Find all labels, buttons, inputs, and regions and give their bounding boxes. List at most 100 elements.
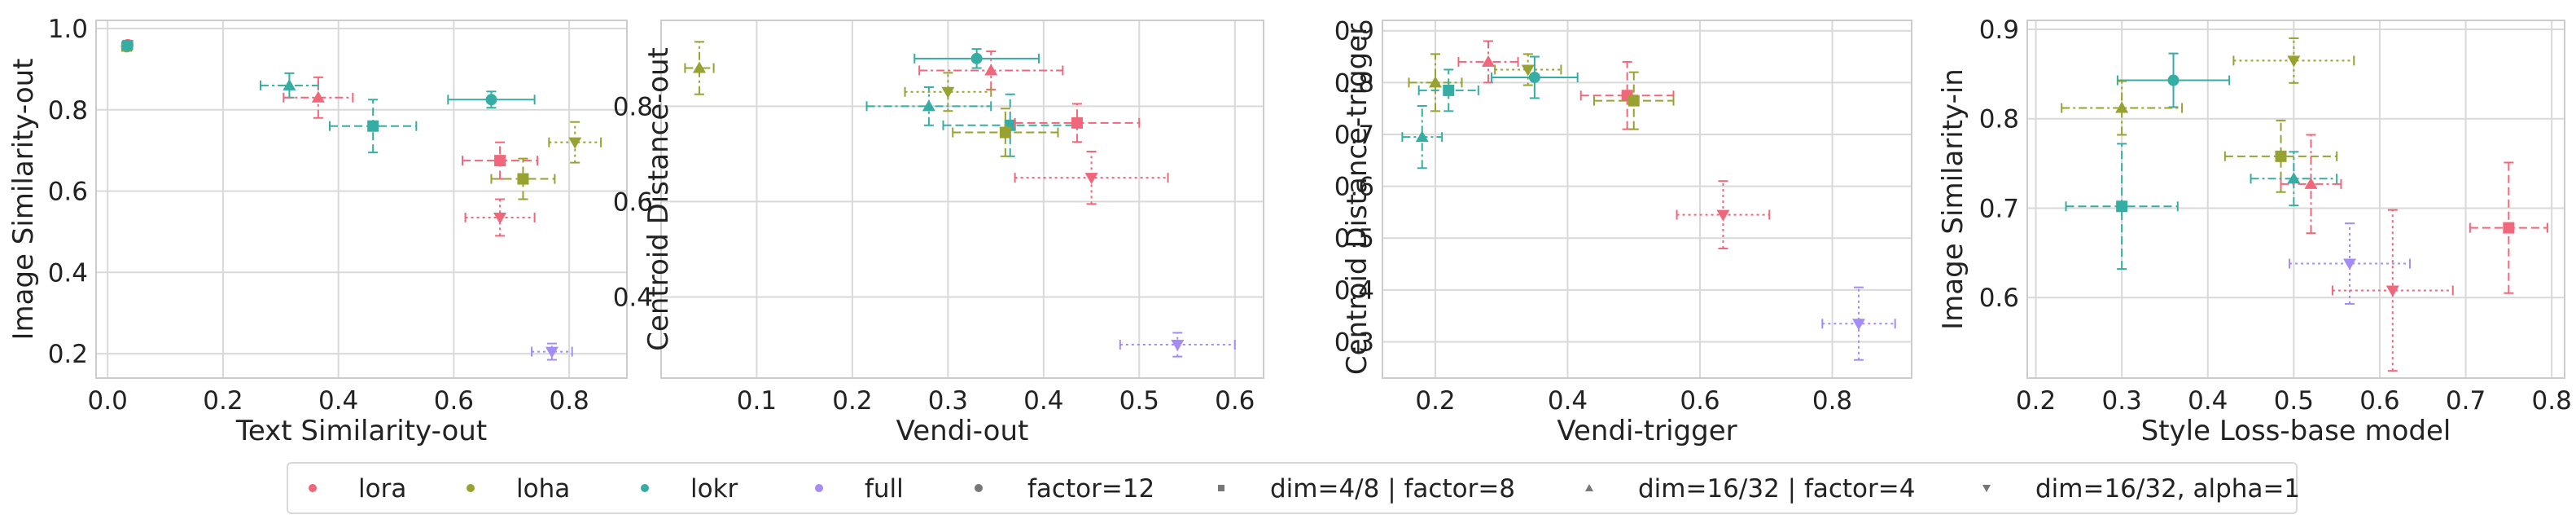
data-point-lokr-square: [942, 93, 1078, 157]
plot-frame: [1382, 20, 1912, 379]
x-tick-label: 0.3: [2102, 386, 2142, 416]
x-tick-label: 0.8: [1812, 386, 1852, 416]
data-point-lora-triangle-down: [2331, 209, 2454, 372]
x-tick-label: 0.0: [88, 386, 128, 416]
marker: [2167, 74, 2180, 86]
y-tick-label: 0.8: [1334, 68, 1374, 98]
data-point-lokr-triangle-up: [865, 86, 992, 126]
data-point-lora-triangle-down: [464, 198, 536, 237]
marker: [1171, 340, 1185, 352]
y-axis-label: Centroid Distance-trigger: [1341, 24, 1373, 375]
marker: [692, 61, 706, 73]
data-point-lora-square: [1014, 103, 1141, 143]
marker: [2503, 222, 2515, 234]
marker: [1084, 173, 1098, 185]
x-tick-label: 0.2: [832, 386, 872, 416]
legend: [287, 462, 2298, 514]
y-tick-label: 0.4: [613, 283, 653, 312]
y-tick-label: 0.2: [48, 340, 88, 369]
x-tick-label: 0.1: [737, 386, 777, 416]
x-tick-label: 0.3: [928, 386, 968, 416]
chart-panel-2: 0.1 0.2 0.3 0.4 0.5 0.6 0.4 0.6 0.8 Vendi-out Cent…: [613, 20, 1264, 447]
x-tick-label: 0.4: [2188, 386, 2228, 416]
marker: [494, 155, 506, 167]
y-axis-label: Image Similarity-in: [1937, 68, 1969, 330]
marker: [485, 94, 497, 106]
y-tick-label: 0.3: [1334, 328, 1374, 357]
data-point-loha-triangle-down: [1494, 53, 1562, 86]
y-tick-label: 0.6: [1334, 173, 1374, 202]
x-tick-label: 0.8: [549, 386, 589, 416]
data-point-loha-square: [2223, 119, 2338, 193]
data-point-loha-triangle-down: [2232, 37, 2355, 84]
data-point-lora-triangle-down: [1014, 150, 1169, 205]
marker: [1628, 95, 1640, 107]
marker: [984, 64, 998, 76]
marker: [970, 52, 983, 64]
x-axis-label: Vendi-out: [896, 415, 1029, 447]
marker: [517, 173, 529, 185]
marker: [283, 78, 296, 90]
data-point-lokr-triangle-up: [1401, 104, 1444, 169]
plot-frame: [660, 20, 1264, 379]
y-tick-label: 0.7: [1334, 121, 1374, 150]
data-point-lora-triangle-up: [918, 51, 1064, 90]
data-point-loha-triangle-down: [548, 121, 602, 164]
data-point-lokr-circle: [913, 48, 1040, 69]
marker: [2385, 285, 2399, 297]
y-tick-label: 0.5: [1334, 224, 1374, 253]
data-point-lora-square: [1579, 60, 1675, 130]
data-point-lokr-triangle-up: [259, 72, 319, 99]
marker: [2343, 258, 2356, 271]
data-point-loha-square: [1593, 71, 1675, 130]
data-point-lora-triangle-up: [283, 76, 354, 119]
marker: [1443, 84, 1455, 96]
data-point-lokr-circle: [447, 90, 536, 109]
plot-frame: [2026, 20, 2565, 379]
chart-panel-4: 0.2 0.3 0.4 0.5 0.6 0.7 0.8 0.6 0.7 0.8 0.9 Style L…: [1937, 15, 2572, 447]
data-point-full-triangle-down: [531, 342, 573, 361]
data-point-lokr-square: [1417, 68, 1479, 112]
y-tick-label: 1.0: [48, 15, 88, 44]
y-tick-label: 0.4: [48, 258, 88, 288]
y-axis-label: Centroid Distance-out: [642, 47, 675, 351]
chart-panel-3: 0.2 0.4 0.6 0.8 0.3 0.4 0.5 0.6 0.7 0.8 0.9 Vendi-t…: [1334, 17, 1912, 447]
data-point-loha-triangle-up: [1408, 53, 1463, 112]
marker: [941, 86, 955, 99]
x-tick-label: 0.2: [2016, 386, 2056, 416]
y-tick-label: 0.8: [48, 96, 88, 125]
y-tick-label: 0.8: [613, 92, 653, 121]
data-point-lokr-circle: [121, 39, 134, 51]
data-point-loha-square: [952, 108, 1059, 157]
x-tick-label: 0.6: [2359, 386, 2399, 416]
data-point-loha-triangle-up: [2061, 80, 2184, 136]
data-point-loha-triangle-down: [904, 72, 992, 112]
data-point-lora-square: [2469, 161, 2548, 294]
marker: [2115, 101, 2129, 113]
x-tick-label: 0.4: [1548, 386, 1588, 416]
marker: [922, 99, 935, 112]
marker: [568, 137, 582, 149]
x-tick-label: 0.2: [1415, 386, 1455, 416]
x-axis-label: Style Loss-base model: [2141, 415, 2451, 447]
marker: [1521, 64, 1535, 77]
marker: [121, 39, 134, 51]
marker: [2116, 200, 2128, 213]
marker: [367, 120, 379, 132]
marker: [2287, 55, 2301, 68]
plot-frame: [95, 20, 628, 379]
data-point-lora-square: [462, 141, 539, 180]
y-tick-label: 0.4: [1334, 276, 1374, 306]
marker: [1528, 71, 1540, 83]
marker: [311, 90, 325, 103]
x-tick-label: 0.2: [203, 386, 243, 416]
x-tick-label: 0.7: [2446, 386, 2486, 416]
y-tick-label: 0.6: [48, 178, 88, 207]
marker: [1716, 209, 1730, 222]
x-axis-label: Vendi-trigger: [1557, 415, 1737, 447]
marker: [1429, 76, 1442, 88]
y-axis-label: Image Similarity-out: [7, 58, 40, 340]
y-tick-label: 0.9: [1979, 15, 2019, 45]
